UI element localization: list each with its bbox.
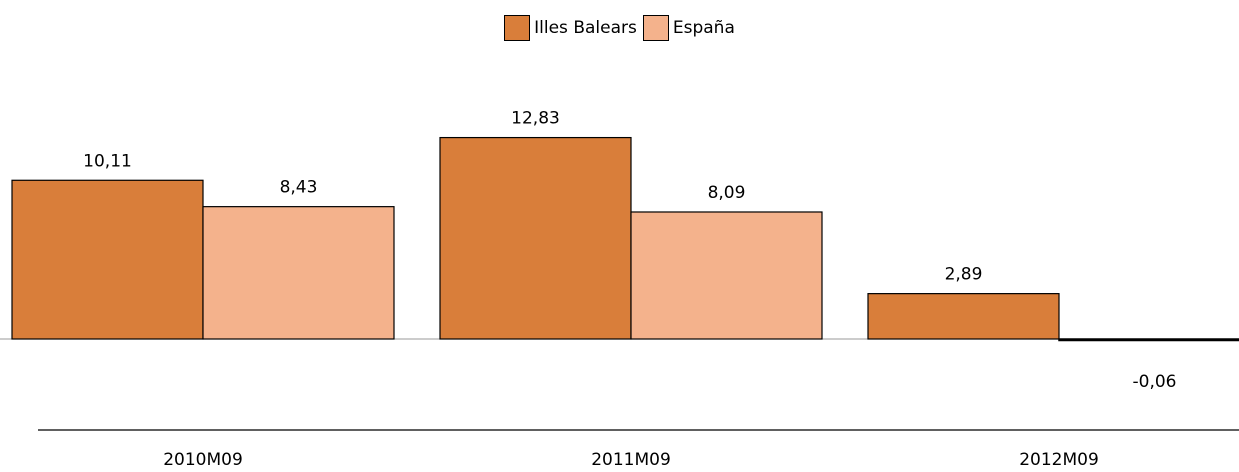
chart-legend: Illes Balears España	[0, 15, 1239, 41]
data-label-0-0: 10,11	[83, 151, 132, 171]
data-label-1-2: -0,06	[1133, 372, 1177, 392]
legend-swatch-espana	[642, 15, 669, 41]
legend-item-illes-balears: Illes Balears	[504, 15, 637, 41]
legend-item-espana: España	[642, 15, 735, 41]
category-label-0: 2010M09	[163, 450, 243, 470]
bar-1-2	[1058, 338, 1239, 342]
bar-1-0	[202, 206, 395, 340]
legend-label-espana: España	[672, 18, 735, 38]
legend-label-illes-balears: Illes Balears	[534, 18, 637, 38]
bar-0-0	[11, 179, 204, 340]
bar-0-1	[439, 136, 632, 340]
data-label-0-1: 12,83	[511, 109, 560, 129]
category-label-1: 2011M09	[591, 450, 671, 470]
data-label-1-0: 8,43	[280, 178, 318, 198]
bar-0-2	[867, 293, 1060, 340]
data-label-0-2: 2,89	[945, 265, 983, 285]
data-label-1-1: 8,09	[708, 183, 746, 203]
legend-swatch-illes-balears	[504, 15, 531, 41]
category-label-2: 2012M09	[1019, 450, 1099, 470]
bar-1-1	[630, 211, 823, 340]
